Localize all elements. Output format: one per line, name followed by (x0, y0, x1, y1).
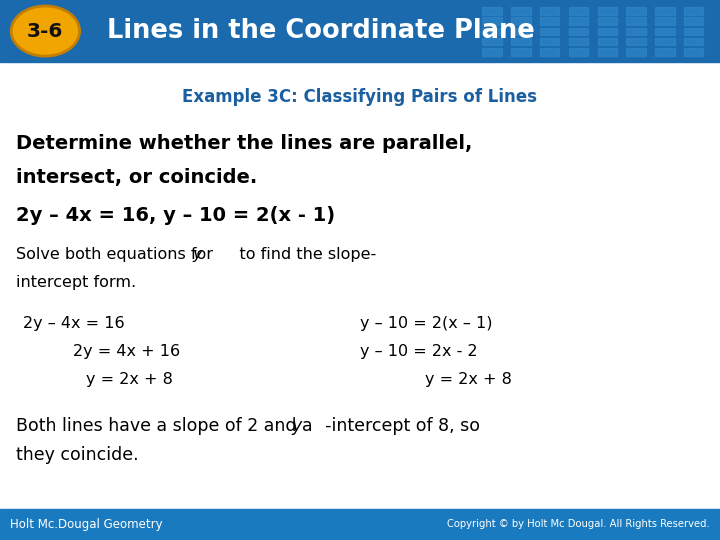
Text: intercept form.: intercept form. (16, 275, 136, 291)
Bar (598, 38, 617, 45)
Text: Determine whether the lines are parallel,: Determine whether the lines are parallel… (16, 133, 472, 153)
Text: Lines in the Coordinate Plane: Lines in the Coordinate Plane (107, 18, 534, 44)
Text: y = 2x + 8: y = 2x + 8 (425, 372, 512, 387)
Text: Both lines have a slope of 2 and a   -intercept of 8, so: Both lines have a slope of 2 and a -inte… (16, 416, 480, 435)
Bar (569, 17, 588, 25)
Text: 3-6: 3-6 (27, 22, 63, 40)
Bar (655, 38, 675, 45)
Bar (0, 0, 720, 62)
Bar (684, 17, 703, 25)
Bar (511, 17, 531, 25)
Bar (655, 7, 675, 15)
Bar (569, 48, 588, 56)
Bar (626, 48, 646, 56)
Text: they coincide.: they coincide. (16, 446, 138, 464)
Text: Copyright © by Holt Mc Dougal. All Rights Reserved.: Copyright © by Holt Mc Dougal. All Right… (447, 519, 710, 529)
Text: y: y (192, 247, 202, 262)
Bar (569, 7, 588, 15)
Bar (684, 28, 703, 35)
Text: y – 10 = 2(x – 1): y – 10 = 2(x – 1) (360, 316, 492, 331)
Bar (598, 48, 617, 56)
Text: intersect, or coincide.: intersect, or coincide. (16, 167, 257, 187)
Bar (540, 7, 559, 15)
Bar (482, 38, 502, 45)
Bar (684, 48, 703, 56)
Text: y: y (292, 416, 302, 435)
Bar (0, 509, 720, 540)
Bar (540, 48, 559, 56)
Bar (569, 28, 588, 35)
Bar (684, 38, 703, 45)
Text: 2y – 4x = 16: 2y – 4x = 16 (23, 316, 125, 331)
Bar (569, 38, 588, 45)
Bar (598, 28, 617, 35)
Bar (655, 28, 675, 35)
Bar (482, 28, 502, 35)
Bar (540, 38, 559, 45)
Bar (540, 17, 559, 25)
Bar (626, 38, 646, 45)
Ellipse shape (11, 6, 79, 56)
Text: y – 10 = 2x - 2: y – 10 = 2x - 2 (360, 344, 477, 359)
Bar (684, 7, 703, 15)
Bar (482, 48, 502, 56)
Bar (598, 7, 617, 15)
Bar (540, 28, 559, 35)
Bar (482, 7, 502, 15)
Bar (511, 28, 531, 35)
Bar (511, 38, 531, 45)
Text: Solve both equations for       to find the slope-: Solve both equations for to find the slo… (16, 247, 376, 262)
Text: Holt Mc.Dougal Geometry: Holt Mc.Dougal Geometry (10, 518, 163, 531)
Text: Example 3C: Classifying Pairs of Lines: Example 3C: Classifying Pairs of Lines (182, 88, 538, 106)
Text: 2y = 4x + 16: 2y = 4x + 16 (73, 344, 181, 359)
Bar (626, 7, 646, 15)
Bar (655, 48, 675, 56)
Bar (626, 28, 646, 35)
Bar (598, 17, 617, 25)
Bar (511, 7, 531, 15)
Bar (482, 17, 502, 25)
Text: y = 2x + 8: y = 2x + 8 (86, 372, 174, 387)
Text: 2y – 4x = 16, y – 10 = 2(x - 1): 2y – 4x = 16, y – 10 = 2(x - 1) (16, 206, 335, 226)
Bar (655, 17, 675, 25)
Bar (511, 48, 531, 56)
Bar (626, 17, 646, 25)
